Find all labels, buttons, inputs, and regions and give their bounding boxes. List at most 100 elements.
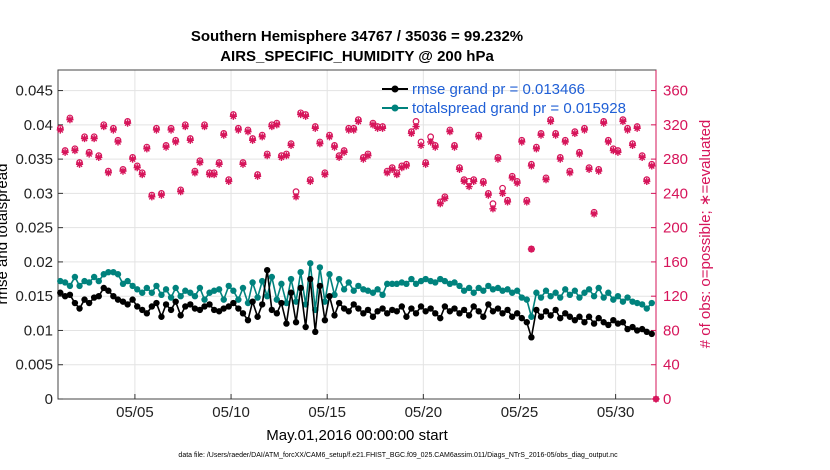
totalspread-point bbox=[547, 292, 554, 300]
rmse-point bbox=[523, 319, 530, 326]
obs-evaluated-marker bbox=[566, 169, 574, 177]
obs-evaluated-marker bbox=[623, 126, 632, 134]
rmse-point bbox=[143, 310, 151, 317]
obs-evaluated-marker bbox=[388, 165, 396, 173]
x-tick-label: 05/20 bbox=[405, 404, 443, 421]
totalspread-point bbox=[383, 280, 391, 288]
totalspread-point bbox=[124, 277, 131, 285]
chart-title-line2: AIRS_SPECIFIC_HUMIDITY @ 200 hPa bbox=[220, 48, 494, 65]
totalspread-point bbox=[614, 292, 622, 300]
y-left-tick-label: 0.045 bbox=[15, 83, 53, 100]
obs-evaluated-marker bbox=[556, 155, 564, 163]
obs-evaluated-marker bbox=[470, 177, 478, 185]
totalspread-point bbox=[235, 296, 242, 303]
totalspread-point bbox=[605, 289, 612, 296]
legend-spread-marker bbox=[391, 104, 399, 112]
obs-evaluated-marker bbox=[220, 131, 228, 139]
totalspread-point bbox=[220, 296, 227, 303]
rmse-point bbox=[504, 306, 511, 314]
obs-evaluated-marker bbox=[441, 194, 449, 203]
obs-evaluated-marker bbox=[172, 138, 180, 146]
obs-evaluated-marker bbox=[537, 131, 545, 139]
totalspread-point bbox=[562, 286, 569, 293]
obs-evaluated-marker bbox=[302, 112, 310, 120]
obs-evaluated-marker bbox=[152, 126, 161, 134]
totalspread-point bbox=[364, 287, 372, 294]
totalspread-point bbox=[369, 289, 377, 296]
obs-evaluated-marker bbox=[571, 129, 579, 138]
rmse-point bbox=[638, 325, 646, 333]
totalspread-point bbox=[90, 273, 98, 281]
obs-evaluated-marker bbox=[552, 131, 560, 139]
obs-evaluated-marker bbox=[345, 126, 353, 134]
totalspread-point bbox=[485, 282, 492, 290]
obs-evaluated-marker bbox=[85, 150, 93, 158]
rmse-point bbox=[590, 320, 598, 327]
totalspread-point bbox=[648, 299, 655, 307]
totalspread-point bbox=[393, 280, 401, 288]
obs-evaluated-marker bbox=[427, 138, 435, 146]
obs-evaluated-marker bbox=[114, 138, 122, 146]
totalspread-point bbox=[321, 298, 329, 305]
obs-evaluated-marker bbox=[330, 143, 339, 151]
rmse-point bbox=[576, 313, 583, 320]
obs-evaluated-marker bbox=[378, 124, 387, 132]
obs-evaluated-marker bbox=[450, 143, 459, 151]
y-right-tick-label: 360 bbox=[663, 83, 688, 100]
obs-evaluated-marker bbox=[61, 148, 69, 156]
rmse-point bbox=[547, 312, 554, 319]
obs-evaluated-marker bbox=[90, 134, 98, 143]
obs-evaluated-marker bbox=[364, 152, 372, 160]
rmse-point bbox=[110, 292, 117, 300]
totalspread-point bbox=[456, 282, 463, 290]
totalspread-point bbox=[475, 284, 482, 292]
rmse-point bbox=[446, 308, 454, 315]
obs-evaluated-marker bbox=[532, 145, 540, 153]
rmse-point bbox=[326, 292, 333, 300]
rmse-point bbox=[374, 308, 381, 315]
totalspread-point bbox=[619, 298, 627, 305]
totalspread-point bbox=[249, 279, 256, 286]
x-axis-ticks: 05/05 05/10 05/15 05/20 05/25 05/30 bbox=[116, 394, 634, 421]
totalspread-point bbox=[403, 280, 410, 288]
obs-evaluated-marker bbox=[455, 165, 464, 173]
rmse-point bbox=[393, 308, 401, 315]
rmse-point bbox=[129, 296, 136, 303]
totalspread-point bbox=[480, 287, 487, 294]
y-left-tick-label: 0.04 bbox=[24, 117, 53, 134]
obs-evaluated-marker bbox=[109, 126, 117, 134]
totalspread-point bbox=[542, 287, 550, 294]
obs-evaluated-marker bbox=[417, 141, 425, 149]
totalspread-point bbox=[350, 287, 357, 294]
obs-evaluated-marker bbox=[205, 170, 214, 179]
rmse-point bbox=[100, 284, 107, 292]
obs-evaluated-marker bbox=[354, 117, 362, 126]
rmse-point bbox=[364, 306, 372, 314]
obs-evaluated-marker bbox=[628, 141, 637, 149]
x-tick-label: 05/15 bbox=[308, 404, 346, 421]
rmse-point bbox=[610, 316, 617, 324]
obs-evaluated-marker bbox=[287, 141, 295, 149]
totalspread-point bbox=[316, 264, 324, 271]
totalspread-point bbox=[105, 268, 112, 276]
obs-evaluated-marker bbox=[200, 122, 209, 131]
rmse-point bbox=[249, 298, 256, 305]
totalspread-point bbox=[273, 296, 281, 303]
totalspread-point bbox=[643, 305, 650, 312]
obs-evaluated-marker bbox=[648, 162, 656, 170]
y-right-tick-label: 40 bbox=[663, 357, 680, 374]
rmse-point bbox=[552, 306, 559, 314]
rmse-point bbox=[162, 301, 170, 308]
rmse-point bbox=[465, 312, 473, 319]
totalspread-point bbox=[624, 294, 631, 301]
x-tick-label: 05/25 bbox=[501, 404, 539, 421]
y-right-tick-label: 120 bbox=[663, 288, 688, 305]
totalspread-point bbox=[576, 294, 583, 301]
obs-evaluated-marker bbox=[479, 179, 487, 187]
obs-evaluated-marker bbox=[383, 169, 391, 177]
rmse-point bbox=[139, 306, 146, 314]
totalspread-point bbox=[412, 280, 420, 288]
rmse-point bbox=[264, 266, 271, 274]
obs-evaluated-marker bbox=[167, 126, 175, 134]
